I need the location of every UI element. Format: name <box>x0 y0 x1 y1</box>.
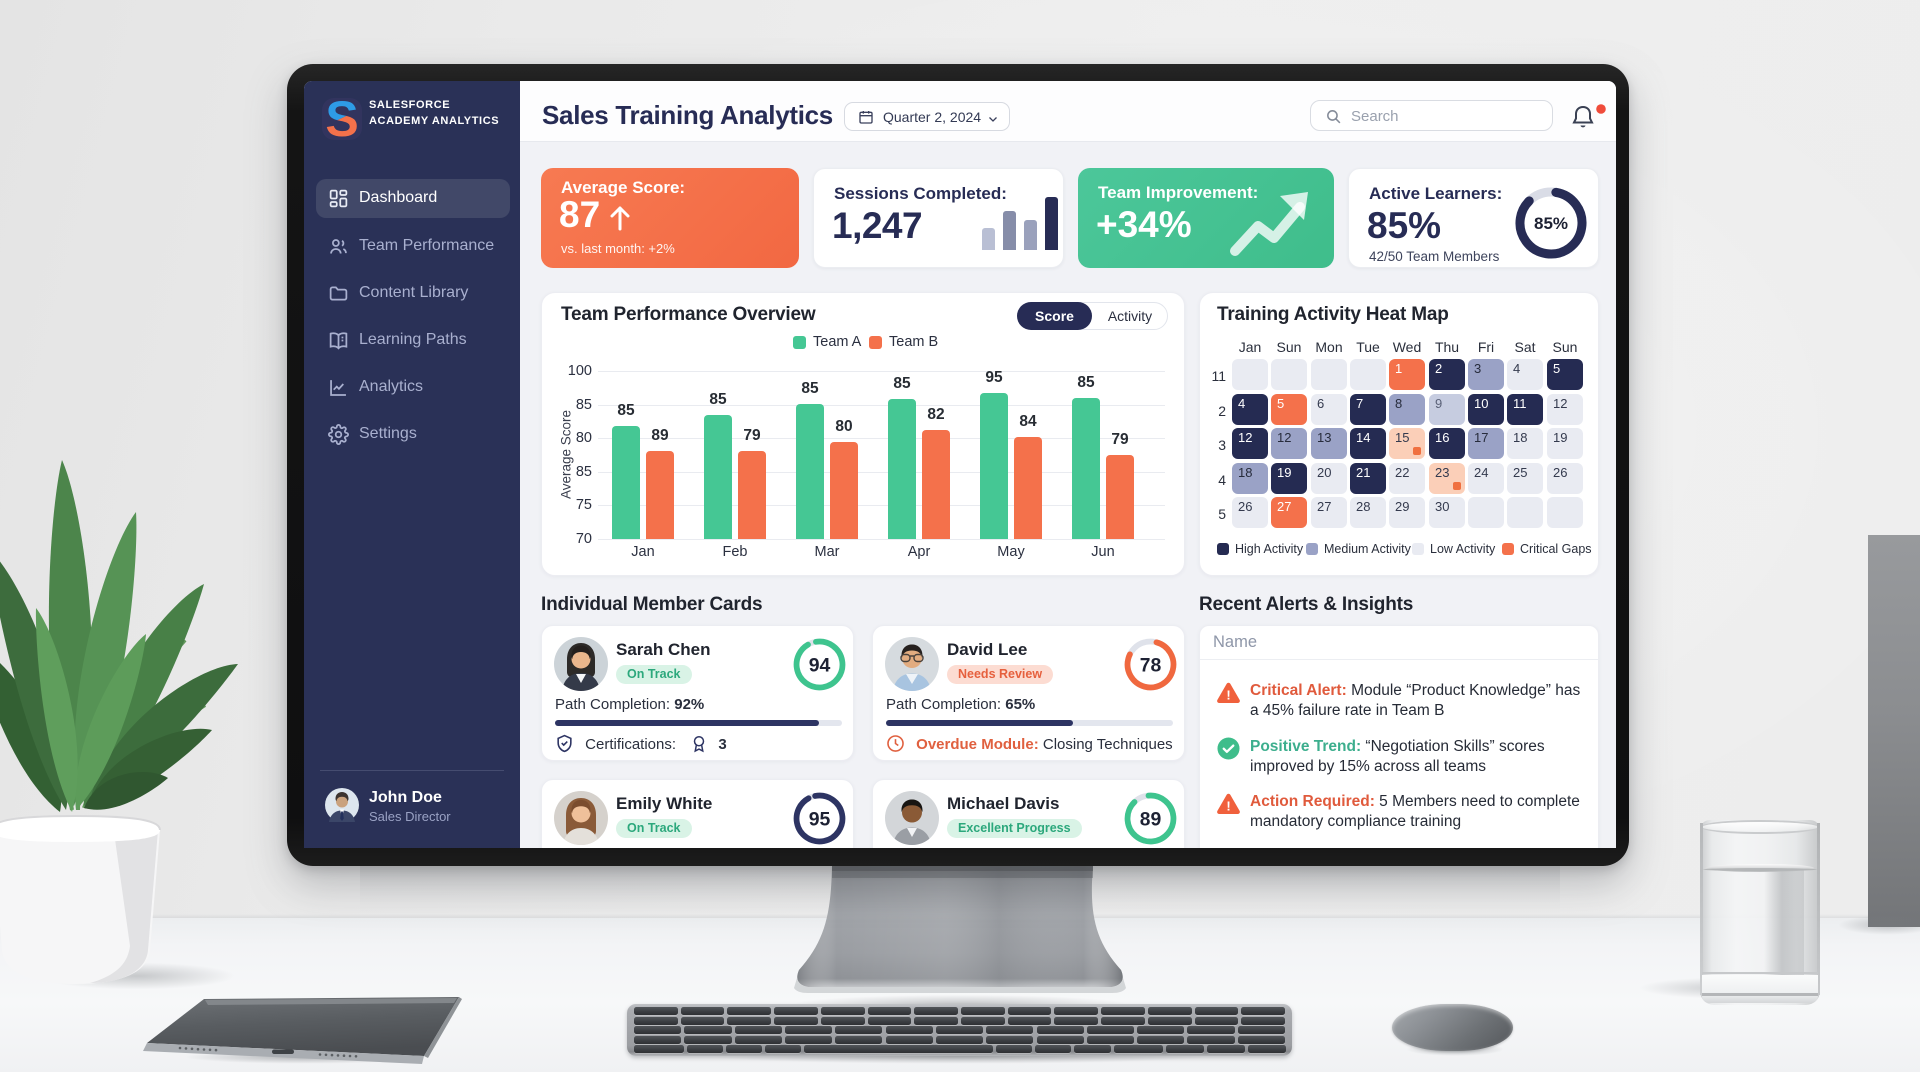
svg-text:!: ! <box>1226 688 1230 703</box>
svg-text:94: 94 <box>809 655 831 677</box>
svg-text:89: 89 <box>1140 809 1162 831</box>
svg-text:!: ! <box>1226 799 1230 814</box>
svg-text:85%: 85% <box>1534 214 1568 233</box>
svg-text:78: 78 <box>1140 655 1162 677</box>
svg-text:95: 95 <box>809 809 831 831</box>
